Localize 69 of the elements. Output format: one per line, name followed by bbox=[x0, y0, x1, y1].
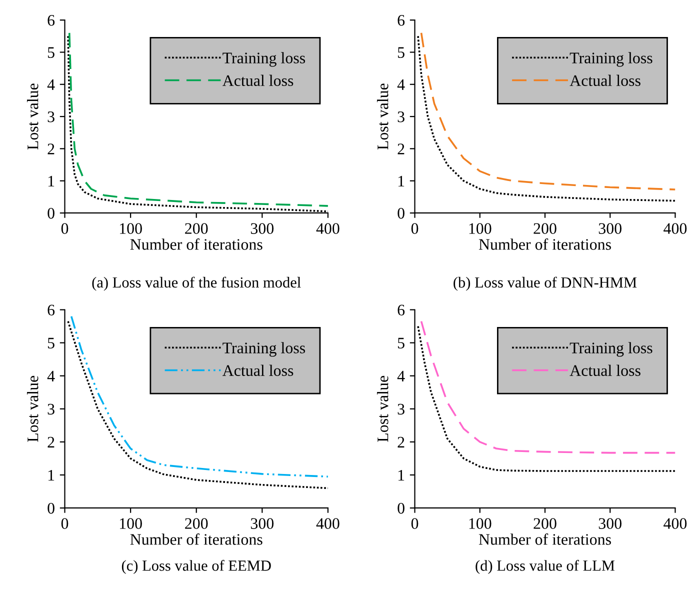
legend-label: Actual loss bbox=[222, 364, 294, 376]
y-tick-label: 1 bbox=[48, 176, 54, 186]
y-tick-label: 3 bbox=[398, 404, 404, 415]
text: (a) Loss value of the fusion model bbox=[92, 276, 301, 291]
x-axis-title: Number of iterations bbox=[478, 238, 611, 250]
y-tick-label: 6 bbox=[398, 304, 405, 316]
x-tick-label: 200 bbox=[534, 518, 556, 529]
legend-label: Training loss bbox=[570, 342, 652, 357]
x-tick-label: 200 bbox=[185, 518, 208, 529]
text: (d) Loss value of LLM bbox=[476, 560, 615, 574]
y-tick-label: 1 bbox=[398, 470, 404, 480]
x-tick-label: 400 bbox=[316, 223, 340, 234]
y-tick-label: 4 bbox=[47, 79, 55, 90]
x-axis-title: Number of iterations bbox=[130, 238, 262, 250]
y-tick-label: 5 bbox=[398, 338, 404, 348]
y-tick-label: 3 bbox=[48, 111, 54, 122]
x-tick-label: 300 bbox=[250, 223, 274, 234]
y-tick-label: 0 bbox=[398, 502, 404, 514]
y-axis-title: Lost value bbox=[377, 376, 388, 442]
x-tick-label: 0 bbox=[411, 223, 418, 234]
x-tick-label: 100 bbox=[469, 223, 492, 234]
x-tick-label: 0 bbox=[61, 518, 68, 529]
legend-label: Actual loss bbox=[222, 74, 294, 86]
x-axis-title: Number of iterations bbox=[130, 533, 262, 545]
legend-label: Training loss bbox=[570, 52, 652, 67]
y-tick-label: 0 bbox=[48, 208, 54, 219]
y-tick-label: 2 bbox=[398, 436, 404, 448]
x-tick-label: 200 bbox=[185, 223, 208, 234]
y-tick-label: 6 bbox=[48, 304, 55, 316]
legend-label: Training loss bbox=[222, 342, 306, 357]
y-tick-label: 0 bbox=[398, 208, 404, 219]
y-tick-label: 6 bbox=[398, 15, 405, 26]
y-tick-label: 3 bbox=[48, 404, 54, 415]
x-tick-label: 400 bbox=[316, 518, 340, 529]
x-tick-label: 300 bbox=[598, 518, 622, 529]
x-tick-label: 400 bbox=[664, 223, 687, 234]
y-tick-label: 1 bbox=[48, 470, 54, 480]
legend-label: Actual loss bbox=[570, 74, 640, 86]
y-tick-label: 4 bbox=[397, 79, 405, 90]
x-tick-label: 100 bbox=[469, 518, 492, 529]
x-tick-label: 300 bbox=[598, 223, 622, 234]
y-tick-label: 0 bbox=[48, 502, 54, 514]
x-tick-label: 300 bbox=[250, 518, 274, 529]
y-tick-label: 3 bbox=[398, 111, 404, 122]
y-tick-label: 1 bbox=[398, 176, 404, 186]
text: (c) Loss value of EEMD bbox=[122, 560, 271, 574]
legend-label: Training loss bbox=[222, 52, 306, 67]
y-tick-label: 5 bbox=[48, 338, 54, 348]
y-axis-title: Lost value bbox=[27, 84, 38, 150]
x-tick-label: 200 bbox=[534, 223, 556, 234]
y-tick-label: 4 bbox=[397, 370, 405, 382]
y-axis-title: Lost value bbox=[27, 376, 38, 442]
y-tick-label: 5 bbox=[398, 47, 404, 58]
x-tick-label: 100 bbox=[120, 223, 142, 234]
x-axis-title: Number of iterations bbox=[478, 533, 611, 545]
x-tick-label: 400 bbox=[664, 518, 687, 529]
x-tick-label: 0 bbox=[411, 518, 418, 529]
line-series bbox=[420, 320, 676, 454]
y-axis-title: Lost value bbox=[377, 84, 388, 150]
y-tick-label: 5 bbox=[48, 47, 54, 58]
y-tick-label: 2 bbox=[48, 144, 54, 154]
text: (b) Loss value of DNN-HMM bbox=[454, 276, 637, 291]
y-tick-label: 4 bbox=[47, 370, 55, 382]
y-tick-label: 2 bbox=[48, 436, 54, 448]
y-tick-label: 2 bbox=[398, 144, 404, 154]
y-tick-label: 6 bbox=[48, 15, 55, 26]
legend-label: Actual loss bbox=[570, 364, 640, 376]
x-tick-label: 100 bbox=[120, 518, 142, 529]
x-tick-label: 0 bbox=[61, 223, 68, 234]
